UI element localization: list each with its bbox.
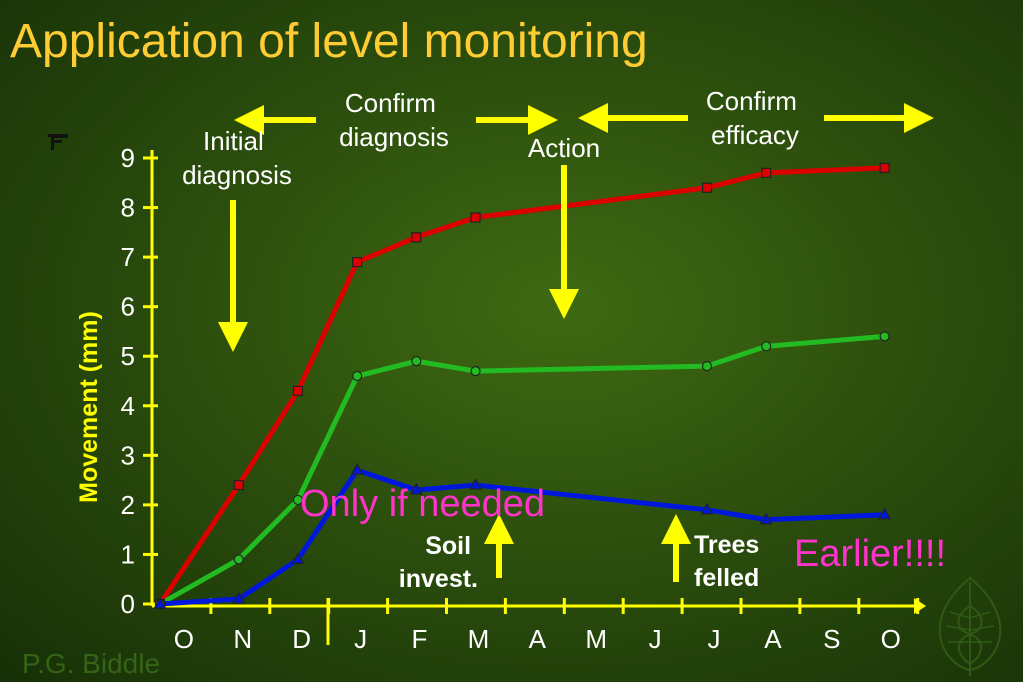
x-tick-label: M xyxy=(468,624,490,654)
y-tick-label: 5 xyxy=(121,341,135,371)
series-line-circle xyxy=(157,333,888,607)
data-point-circle xyxy=(701,361,713,372)
data-point-triangle xyxy=(153,596,167,609)
trees-felled-label: Trees felled xyxy=(694,531,766,592)
only-if-needed-label: Only if needed xyxy=(300,483,545,525)
data-point-circle xyxy=(352,370,363,382)
y-tick-label: 2 xyxy=(121,490,135,520)
x-tick-label: N xyxy=(233,624,252,654)
data-point-square xyxy=(292,385,304,397)
x-tick-label: A xyxy=(529,624,547,654)
data-point-square xyxy=(352,256,363,268)
data-point-triangle xyxy=(409,482,423,495)
y-tick-label: 0 xyxy=(121,589,135,619)
data-point-circle xyxy=(233,554,244,565)
x-axis-end-arrow-icon xyxy=(914,598,926,614)
data-point-square xyxy=(470,212,481,223)
data-point-triangle xyxy=(878,507,892,520)
data-point-circle xyxy=(761,341,772,352)
action-label: Action xyxy=(528,133,600,163)
data-point-triangle xyxy=(469,477,483,490)
data-point-triangle xyxy=(759,512,773,525)
x-tick-label: J xyxy=(354,624,367,654)
soil-invest-label: Soil invest. xyxy=(399,532,478,593)
x-tick-label: O xyxy=(881,624,901,654)
x-tick-label: D xyxy=(292,624,311,654)
confirm-efficacy-label: Confirm efficacy xyxy=(706,86,804,150)
data-point-triangle xyxy=(291,552,305,564)
data-point-square xyxy=(411,232,422,243)
earlier-label: Earlier!!!! xyxy=(794,533,946,575)
data-point-triangle xyxy=(232,591,246,604)
x-tick-label: A xyxy=(764,624,782,654)
x-tick-label: M xyxy=(585,624,607,654)
data-point-circle xyxy=(470,365,481,377)
x-tick-label: J xyxy=(649,624,662,654)
data-point-square xyxy=(233,479,244,491)
data-point-circle xyxy=(879,331,890,342)
x-tick-label: S xyxy=(823,624,840,654)
data-point-circle xyxy=(292,494,304,506)
x-tick-label: F xyxy=(412,624,428,654)
slide-corner-icon xyxy=(48,134,68,150)
data-point-square xyxy=(701,182,713,193)
slide-title: Application of level monitoring xyxy=(10,15,648,68)
data-point-square xyxy=(761,167,772,178)
leaf-logo-icon xyxy=(938,576,1002,676)
y-tick-label: 7 xyxy=(121,242,135,272)
y-tick-label: 9 xyxy=(121,143,135,173)
y-tick-label: 6 xyxy=(121,292,135,322)
author-credit: P.G. Biddle xyxy=(22,648,161,679)
data-point-triangle xyxy=(700,502,714,515)
y-tick-label: 3 xyxy=(121,440,135,470)
data-point-circle xyxy=(411,356,422,367)
x-tick-label: J xyxy=(708,624,721,654)
y-tick-label: 4 xyxy=(121,391,135,421)
data-point-triangle xyxy=(350,462,364,475)
initial-diagnosis-label: Initial diagnosis xyxy=(182,126,292,190)
y-tick-label: 8 xyxy=(121,193,135,223)
y-axis-label: Movement (mm) xyxy=(75,311,103,503)
x-tick-label: O xyxy=(174,624,194,654)
confirm-diagnosis-label: Confirm diagnosis xyxy=(339,88,449,152)
y-tick-label: 1 xyxy=(121,539,135,569)
data-point-square xyxy=(879,162,890,174)
series-line-square xyxy=(157,165,888,607)
